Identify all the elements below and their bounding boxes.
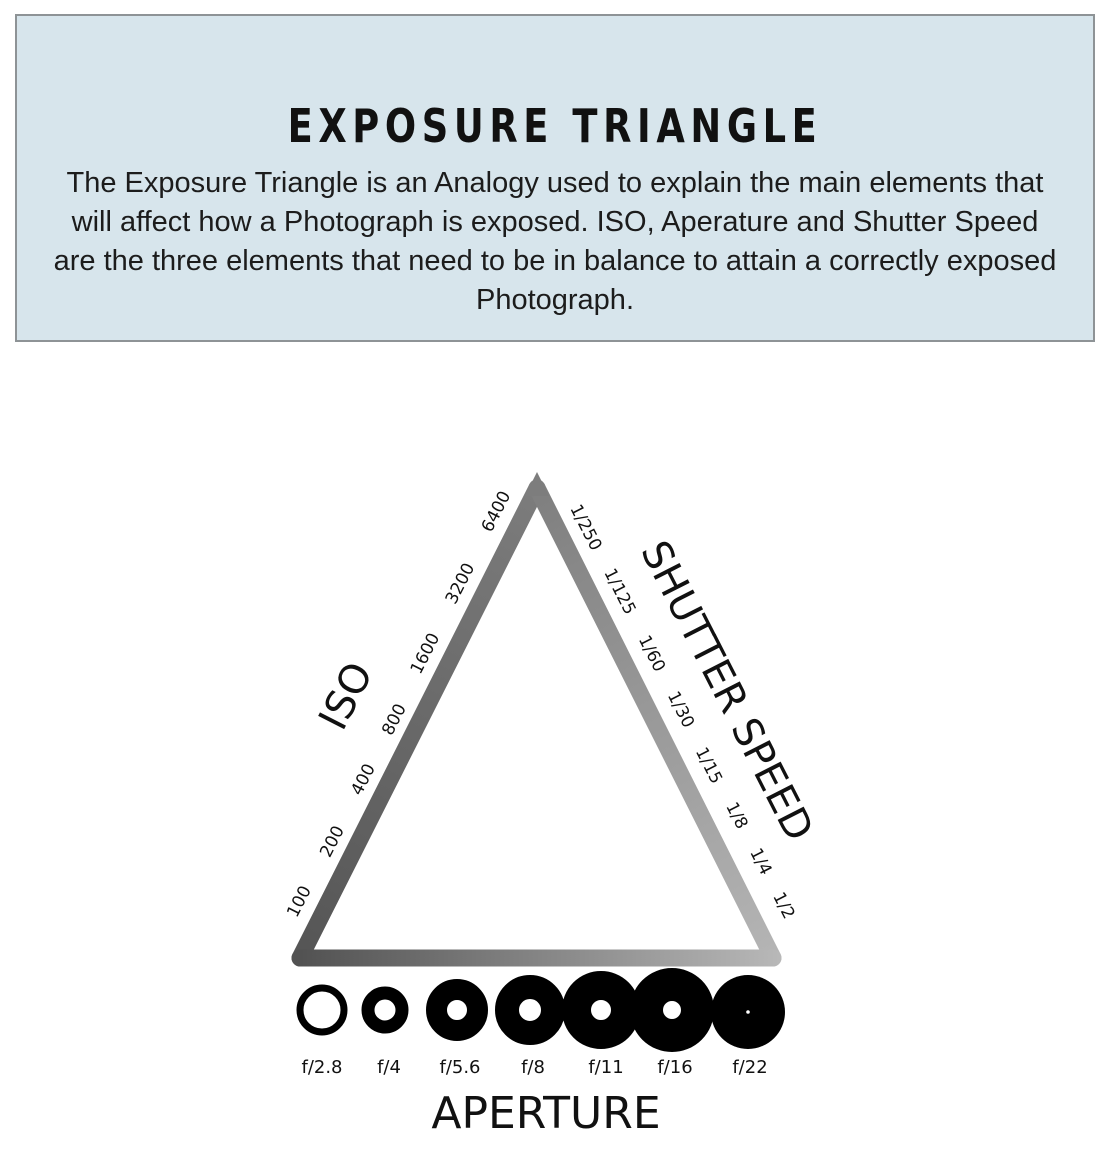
header-box: EXPOSURE TRIANGLE The Exposure Triangle …: [15, 14, 1095, 342]
aperture-stops: f/2.8 f/4 f/5.6 f/8 f/11 f/16 f/22: [301, 1057, 767, 1078]
shutter-tick: 1/4: [745, 845, 775, 878]
aperture-icon-f2-8: [296, 984, 348, 1036]
aperture-icon-f5-6: [426, 979, 488, 1041]
triangle-apex: [525, 472, 549, 496]
aperture-stop: f/2.8: [301, 1057, 342, 1078]
triangle-edge-iso: [291, 479, 546, 967]
aperture-stop: f/11: [588, 1057, 623, 1078]
shutter-speed-label: SHUTTER SPEED: [631, 534, 822, 849]
aperture-stop: f/5.6: [439, 1057, 480, 1078]
aperture-stop: f/4: [377, 1057, 401, 1078]
aperture-icon-f11: [562, 971, 640, 1049]
aperture-icon-f4: [361, 986, 409, 1034]
iso-tick: 100: [283, 883, 316, 921]
header-description: The Exposure Triangle is an Analogy used…: [53, 167, 1057, 316]
aperture-stop: f/8: [521, 1057, 545, 1078]
aperture-stop: f/16: [657, 1057, 692, 1078]
shutter-tick: 1/60: [634, 632, 669, 675]
triangle-edges: [291, 472, 782, 967]
shutter-tick: 1/2: [768, 889, 798, 922]
shutter-tick: 1/8: [721, 799, 751, 832]
shutter-tick: 1/15: [691, 744, 726, 787]
aperture-icon-f22-hole: [746, 1010, 750, 1014]
triangle-edge-shutter: [528, 479, 782, 967]
page-title: EXPOSURE TRIANGLE: [287, 99, 823, 153]
aperture-label: APERTURE: [431, 1088, 660, 1139]
shutter-tick: 1/30: [663, 688, 698, 731]
aperture-icon-f16: [630, 968, 714, 1052]
aperture-stop: f/22: [732, 1057, 767, 1078]
aperture-icon-f8: [495, 975, 565, 1045]
iso-label: ISO: [310, 655, 382, 737]
aperture-icons: [296, 968, 785, 1052]
